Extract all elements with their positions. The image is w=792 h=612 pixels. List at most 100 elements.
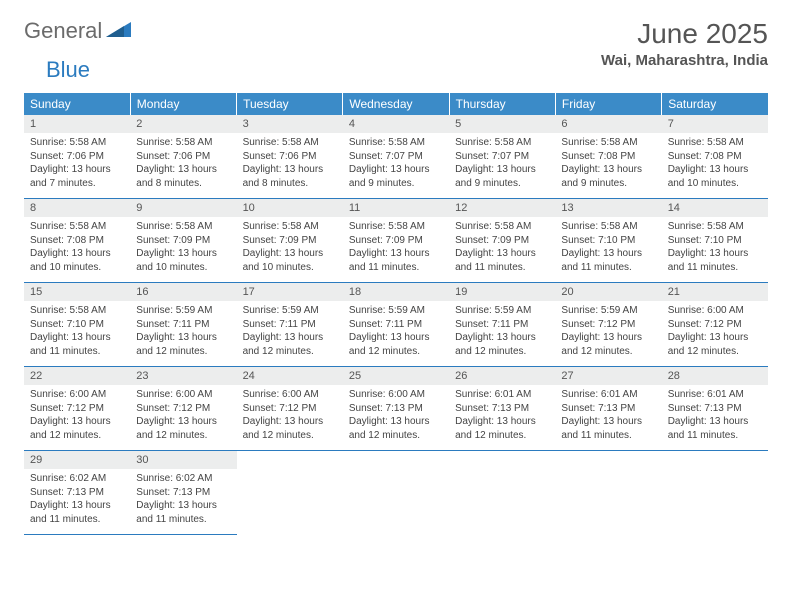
daylight-text-2: and 12 minutes. (349, 345, 443, 359)
day-content: 22Sunrise: 6:00 AMSunset: 7:12 PMDayligh… (24, 367, 130, 451)
daylight-text-1: Daylight: 13 hours (349, 331, 443, 345)
sunrise-text: Sunrise: 5:58 AM (455, 136, 549, 150)
day-details: Sunrise: 6:00 AMSunset: 7:12 PMDaylight:… (24, 385, 130, 442)
day-content: 8Sunrise: 5:58 AMSunset: 7:08 PMDaylight… (24, 199, 130, 283)
day-number: 19 (449, 283, 555, 301)
sunrise-text: Sunrise: 5:58 AM (30, 304, 124, 318)
day-cell (449, 451, 555, 535)
day-number: 2 (130, 115, 236, 133)
sunset-text: Sunset: 7:10 PM (561, 234, 655, 248)
day-cell: 26Sunrise: 6:01 AMSunset: 7:13 PMDayligh… (449, 367, 555, 451)
sunrise-text: Sunrise: 5:58 AM (30, 220, 124, 234)
day-content: 27Sunrise: 6:01 AMSunset: 7:13 PMDayligh… (555, 367, 661, 451)
daylight-text-1: Daylight: 13 hours (243, 247, 337, 261)
empty-day (343, 451, 449, 471)
day-cell (555, 451, 661, 535)
daylight-text-1: Daylight: 13 hours (668, 163, 762, 177)
logo-text-blue: Blue (46, 57, 90, 82)
daylight-text-2: and 12 minutes. (243, 429, 337, 443)
sunset-text: Sunset: 7:06 PM (136, 150, 230, 164)
day-details: Sunrise: 5:58 AMSunset: 7:09 PMDaylight:… (449, 217, 555, 274)
daylight-text-1: Daylight: 13 hours (668, 415, 762, 429)
weekday-sunday: Sunday (24, 93, 130, 115)
day-details: Sunrise: 5:58 AMSunset: 7:06 PMDaylight:… (130, 133, 236, 190)
day-number: 7 (662, 115, 768, 133)
day-number: 1 (24, 115, 130, 133)
daylight-text-1: Daylight: 13 hours (136, 331, 230, 345)
sunset-text: Sunset: 7:11 PM (455, 318, 549, 332)
day-details: Sunrise: 6:01 AMSunset: 7:13 PMDaylight:… (662, 385, 768, 442)
daylight-text-2: and 11 minutes. (561, 429, 655, 443)
day-number: 28 (662, 367, 768, 385)
sunrise-text: Sunrise: 6:01 AM (561, 388, 655, 402)
sunrise-text: Sunrise: 6:00 AM (668, 304, 762, 318)
sunrise-text: Sunrise: 6:00 AM (30, 388, 124, 402)
daylight-text-1: Daylight: 13 hours (136, 499, 230, 513)
day-cell (662, 451, 768, 535)
day-number: 4 (343, 115, 449, 133)
sunrise-text: Sunrise: 5:59 AM (243, 304, 337, 318)
logo-triangle-icon (106, 20, 132, 43)
day-cell: 8Sunrise: 5:58 AMSunset: 7:08 PMDaylight… (24, 199, 130, 283)
daylight-text-2: and 12 minutes. (136, 429, 230, 443)
day-details: Sunrise: 6:01 AMSunset: 7:13 PMDaylight:… (449, 385, 555, 442)
day-details: Sunrise: 5:58 AMSunset: 7:09 PMDaylight:… (237, 217, 343, 274)
day-number: 27 (555, 367, 661, 385)
daylight-text-1: Daylight: 13 hours (455, 415, 549, 429)
day-cell: 7Sunrise: 5:58 AMSunset: 7:08 PMDaylight… (662, 115, 768, 199)
day-cell (343, 451, 449, 535)
daylight-text-2: and 12 minutes. (455, 345, 549, 359)
day-details: Sunrise: 6:01 AMSunset: 7:13 PMDaylight:… (555, 385, 661, 442)
day-details: Sunrise: 5:58 AMSunset: 7:06 PMDaylight:… (24, 133, 130, 190)
day-number: 16 (130, 283, 236, 301)
weekday-header-row: Sunday Monday Tuesday Wednesday Thursday… (24, 93, 768, 115)
day-number: 10 (237, 199, 343, 217)
sunset-text: Sunset: 7:07 PM (455, 150, 549, 164)
sunrise-text: Sunrise: 5:58 AM (349, 136, 443, 150)
day-details: Sunrise: 5:59 AMSunset: 7:11 PMDaylight:… (130, 301, 236, 358)
day-content: 11Sunrise: 5:58 AMSunset: 7:09 PMDayligh… (343, 199, 449, 283)
daylight-text-2: and 12 minutes. (349, 429, 443, 443)
day-details: Sunrise: 6:00 AMSunset: 7:12 PMDaylight:… (237, 385, 343, 442)
day-cell: 28Sunrise: 6:01 AMSunset: 7:13 PMDayligh… (662, 367, 768, 451)
sunrise-text: Sunrise: 5:58 AM (136, 136, 230, 150)
day-content: 28Sunrise: 6:01 AMSunset: 7:13 PMDayligh… (662, 367, 768, 451)
day-cell: 27Sunrise: 6:01 AMSunset: 7:13 PMDayligh… (555, 367, 661, 451)
daylight-text-2: and 8 minutes. (136, 177, 230, 191)
sunrise-text: Sunrise: 5:58 AM (561, 136, 655, 150)
day-content: 1Sunrise: 5:58 AMSunset: 7:06 PMDaylight… (24, 115, 130, 199)
day-number: 23 (130, 367, 236, 385)
daylight-text-2: and 9 minutes. (561, 177, 655, 191)
sunrise-text: Sunrise: 6:02 AM (30, 472, 124, 486)
week-row: 22Sunrise: 6:00 AMSunset: 7:12 PMDayligh… (24, 367, 768, 451)
daylight-text-1: Daylight: 13 hours (136, 163, 230, 177)
day-number: 3 (237, 115, 343, 133)
sunset-text: Sunset: 7:10 PM (30, 318, 124, 332)
sunset-text: Sunset: 7:13 PM (561, 402, 655, 416)
daylight-text-1: Daylight: 13 hours (30, 415, 124, 429)
day-cell: 22Sunrise: 6:00 AMSunset: 7:12 PMDayligh… (24, 367, 130, 451)
week-row: 1Sunrise: 5:58 AMSunset: 7:06 PMDaylight… (24, 115, 768, 199)
sunset-text: Sunset: 7:12 PM (243, 402, 337, 416)
daylight-text-2: and 11 minutes. (30, 345, 124, 359)
sunset-text: Sunset: 7:06 PM (30, 150, 124, 164)
daylight-text-1: Daylight: 13 hours (136, 247, 230, 261)
day-number: 18 (343, 283, 449, 301)
daylight-text-1: Daylight: 13 hours (561, 247, 655, 261)
daylight-text-1: Daylight: 13 hours (455, 331, 549, 345)
day-cell: 14Sunrise: 5:58 AMSunset: 7:10 PMDayligh… (662, 199, 768, 283)
weekday-saturday: Saturday (662, 93, 768, 115)
sunrise-text: Sunrise: 5:58 AM (243, 220, 337, 234)
daylight-text-2: and 11 minutes. (561, 261, 655, 275)
sunrise-text: Sunrise: 5:58 AM (668, 220, 762, 234)
day-number: 30 (130, 451, 236, 469)
sunrise-text: Sunrise: 5:59 AM (136, 304, 230, 318)
day-content: 17Sunrise: 5:59 AMSunset: 7:11 PMDayligh… (237, 283, 343, 367)
day-cell: 12Sunrise: 5:58 AMSunset: 7:09 PMDayligh… (449, 199, 555, 283)
daylight-text-2: and 10 minutes. (243, 261, 337, 275)
daylight-text-2: and 11 minutes. (349, 261, 443, 275)
day-cell: 4Sunrise: 5:58 AMSunset: 7:07 PMDaylight… (343, 115, 449, 199)
sunrise-text: Sunrise: 5:58 AM (30, 136, 124, 150)
sunrise-text: Sunrise: 6:01 AM (668, 388, 762, 402)
day-number: 11 (343, 199, 449, 217)
